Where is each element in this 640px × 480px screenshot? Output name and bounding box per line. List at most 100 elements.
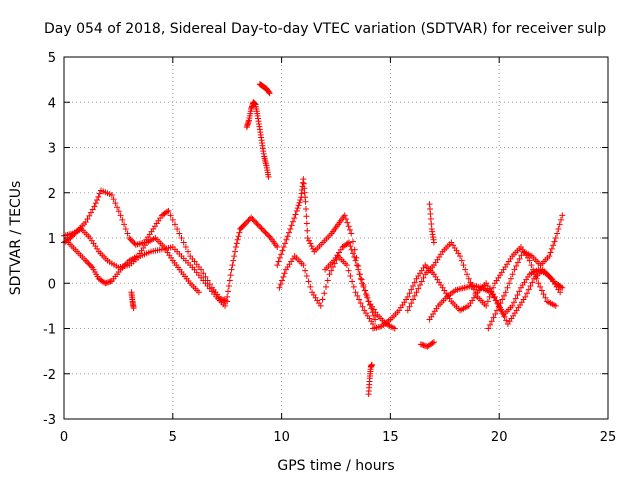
data-point [249,215,256,222]
chart-title: Day 054 of 2018, Sidereal Day-to-day VTE… [44,21,606,37]
data-point [119,216,126,223]
data-point [82,219,89,226]
data-point [551,238,558,245]
data-point [324,277,331,284]
data-point [87,209,94,216]
data-point [291,215,298,222]
x-tick-label: 0 [60,430,68,445]
x-axis-title: GPS time / hours [277,458,394,474]
data-point [555,225,562,232]
data-point [245,217,252,224]
data-point [232,248,239,255]
grid [64,57,608,419]
data-point [224,293,231,300]
data-point [280,244,287,251]
data-point [472,290,479,297]
data-point [556,221,563,228]
data-point [292,211,299,218]
data-point [92,200,99,207]
data-point [495,303,502,310]
data-point [235,233,242,240]
data-point [457,253,464,260]
data-point [467,279,474,286]
data-point [253,220,260,227]
data-point [303,273,310,280]
data-point [231,253,238,260]
data-point [95,193,102,200]
data-point [512,295,519,302]
data-point [408,286,415,293]
data-point [352,257,359,264]
data-point [460,262,467,269]
y-tick-label: 1 [48,232,56,247]
series-track-i [322,239,379,323]
data-point [244,218,251,225]
data-point [404,307,411,314]
x-tick-label: 5 [169,430,177,445]
series-track-g [274,176,398,332]
data-point [359,303,366,310]
data-point [307,283,314,290]
data-point [535,280,542,287]
data-point [506,280,513,287]
data-point [514,292,521,299]
data-point [513,263,520,270]
data-point [341,212,348,219]
data-point [321,290,328,297]
data-point [169,216,176,223]
data-point [546,253,553,260]
data-point [357,275,364,282]
data-point [346,226,353,233]
x-tick-label: 10 [273,430,290,445]
data-point [540,291,547,298]
data-point [228,266,235,273]
data-point [122,225,129,232]
data-point [411,292,418,299]
data-point [527,282,534,289]
data-point [91,203,98,210]
data-point [547,249,554,256]
data-point [524,290,531,297]
data-point [420,274,427,281]
data-point [364,294,371,301]
data-point [488,318,495,325]
series-track-o [365,361,375,398]
data-point [288,222,295,229]
data-point [86,261,93,268]
data-point [463,271,470,278]
data-point [502,289,509,296]
data-point [487,321,494,328]
data-point [406,290,413,297]
data-point [167,212,174,219]
data-point [121,221,128,228]
data-point [278,251,285,258]
data-point [559,212,566,219]
data-point [345,223,352,230]
y-tick-label: -1 [43,323,56,338]
data-point [285,229,292,236]
data-point [413,289,420,296]
data-point [369,309,376,316]
data-point [525,286,532,293]
data-point [202,273,209,280]
series-track-n [417,339,437,350]
data-point [522,293,529,300]
data-point [280,273,287,280]
data-point [87,263,94,270]
data-point [542,294,549,301]
data-point [115,208,122,215]
data-point [347,273,354,280]
series-track-d [224,214,281,300]
x-tick-label: 15 [382,430,399,445]
data-point [174,225,181,232]
data-point [257,224,264,231]
data-point [265,89,272,96]
data-point [526,257,533,264]
data-point [82,257,89,264]
data-point [490,314,497,321]
data-point [462,266,469,273]
data-point [300,262,307,269]
data-marks [61,81,566,398]
data-point [343,215,350,222]
data-point [84,215,91,222]
